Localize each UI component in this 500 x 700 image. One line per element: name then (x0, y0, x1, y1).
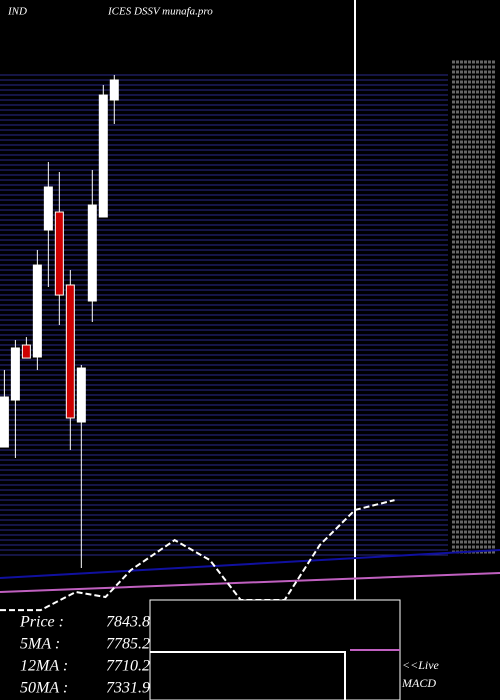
info-box: Price : 7843.8 5MA : 7785.2 12MA : 7710.2 50MA… (19, 614, 150, 697)
candle-body (0, 396, 9, 448)
candle-body (54, 211, 64, 296)
candle-body (76, 367, 86, 423)
macd-line (150, 651, 346, 700)
chart-subtitle: ICES DSSV munafa.pro (107, 6, 213, 18)
info-value: 7710.2 (106, 658, 150, 675)
plot (0, 74, 500, 612)
info-label: Price : (19, 614, 64, 631)
candle-body (32, 264, 42, 358)
info-value: 7785.2 (106, 636, 150, 653)
indicator-line (0, 549, 500, 579)
candle-body (10, 347, 20, 401)
macd-label: <<Live (402, 658, 440, 672)
info-label: 12MA : (20, 658, 68, 675)
info-label: 50MA : (20, 680, 68, 697)
macd-label: MACD (401, 676, 436, 690)
candle-body (98, 94, 108, 218)
indicator-line (0, 572, 500, 593)
chart-title: IND (7, 6, 27, 18)
info-value: 7331.9 (106, 680, 150, 697)
indicator-line (0, 499, 395, 612)
info-value: 7843.8 (106, 614, 150, 631)
info-label: 5MA : (20, 636, 60, 653)
candle-body (65, 284, 75, 419)
candle-body (109, 79, 119, 101)
candle-body (43, 186, 53, 231)
candle-body (87, 204, 97, 302)
candle-body (21, 344, 31, 359)
